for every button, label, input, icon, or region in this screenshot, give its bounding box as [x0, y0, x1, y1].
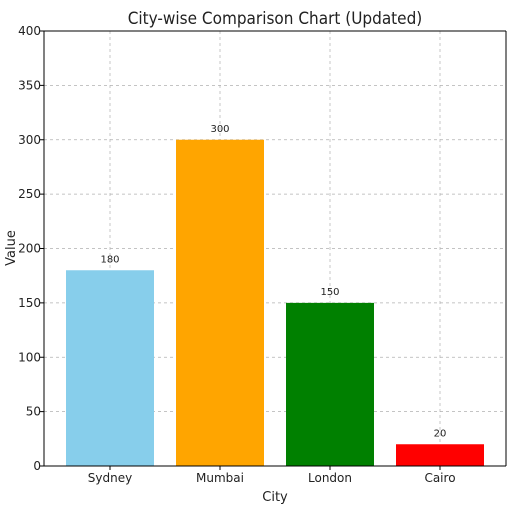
y-tick-label: 400: [18, 24, 41, 38]
x-axis-label: City: [262, 490, 288, 505]
x-tick-label-sydney: Sydney: [88, 471, 132, 485]
data-label-mumbai: 300: [210, 124, 229, 135]
x-tick-label-mumbai: Mumbai: [196, 471, 244, 485]
y-tick-label: 250: [18, 187, 41, 201]
bar-london: [286, 302, 374, 466]
data-label-cairo: 20: [434, 428, 447, 439]
data-label-london: 150: [320, 287, 339, 298]
y-tick-label: 300: [18, 133, 41, 147]
labels-layer: 0 50 100 150 200 250 300 350 400 180 Sydney 300 Mumb…: [18, 24, 455, 485]
data-label-sydney: 180: [100, 254, 119, 265]
x-tick-label-london: London: [308, 471, 352, 485]
bars-layer: [66, 139, 484, 466]
y-tick-label: 200: [18, 242, 41, 256]
y-axis-label: Value: [4, 230, 19, 266]
y-tick-label: 150: [18, 296, 41, 310]
bar-sydney: [66, 270, 154, 466]
y-tick-label: 350: [18, 78, 41, 92]
x-tick-label-cairo: Cairo: [424, 471, 455, 485]
y-tick-label: 50: [26, 405, 41, 419]
axes-layer: [40, 30, 507, 470]
y-tick-label: 0: [33, 459, 41, 473]
chart-title: City-wise Comparison Chart (Updated): [128, 9, 423, 29]
bar-mumbai: [176, 139, 264, 466]
y-tick-label: 100: [18, 350, 41, 364]
bar-cairo: [396, 444, 484, 466]
